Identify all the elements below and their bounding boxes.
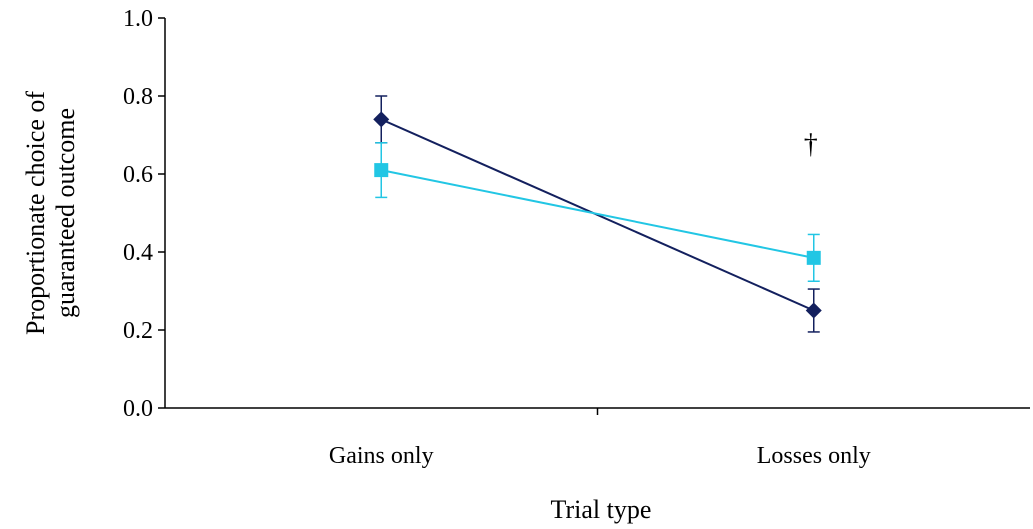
y-tick-label: 0.2 bbox=[123, 318, 153, 344]
x-tick-label: Gains only bbox=[329, 443, 434, 469]
square-marker bbox=[374, 163, 389, 178]
diamond-marker bbox=[805, 302, 822, 319]
y-tick-label: 0.4 bbox=[123, 240, 153, 266]
y-tick-label: 1.0 bbox=[123, 6, 153, 32]
series-2-line bbox=[381, 169, 814, 259]
x-axis-ticks: Gains only Losses only bbox=[329, 408, 871, 469]
y-axis-title-line-2: guaranteed outcome bbox=[51, 108, 80, 318]
y-axis-ticks: 0.0 0.2 0.4 0.6 0.8 1.0 bbox=[123, 6, 165, 422]
y-tick-label: 0.0 bbox=[123, 396, 153, 422]
x-axis-title: Trial type bbox=[551, 495, 652, 524]
square-marker bbox=[806, 250, 821, 265]
y-tick-label: 0.8 bbox=[123, 84, 153, 110]
chart-annotations: † bbox=[804, 129, 818, 160]
dagger-annotation: † bbox=[804, 129, 818, 160]
chart-series bbox=[373, 95, 822, 333]
diamond-marker bbox=[373, 111, 390, 128]
y-tick-label: 0.6 bbox=[123, 162, 153, 188]
x-tick-label: Losses only bbox=[757, 443, 871, 469]
y-axis-title-line-1: Proportionate choice of bbox=[21, 91, 50, 335]
